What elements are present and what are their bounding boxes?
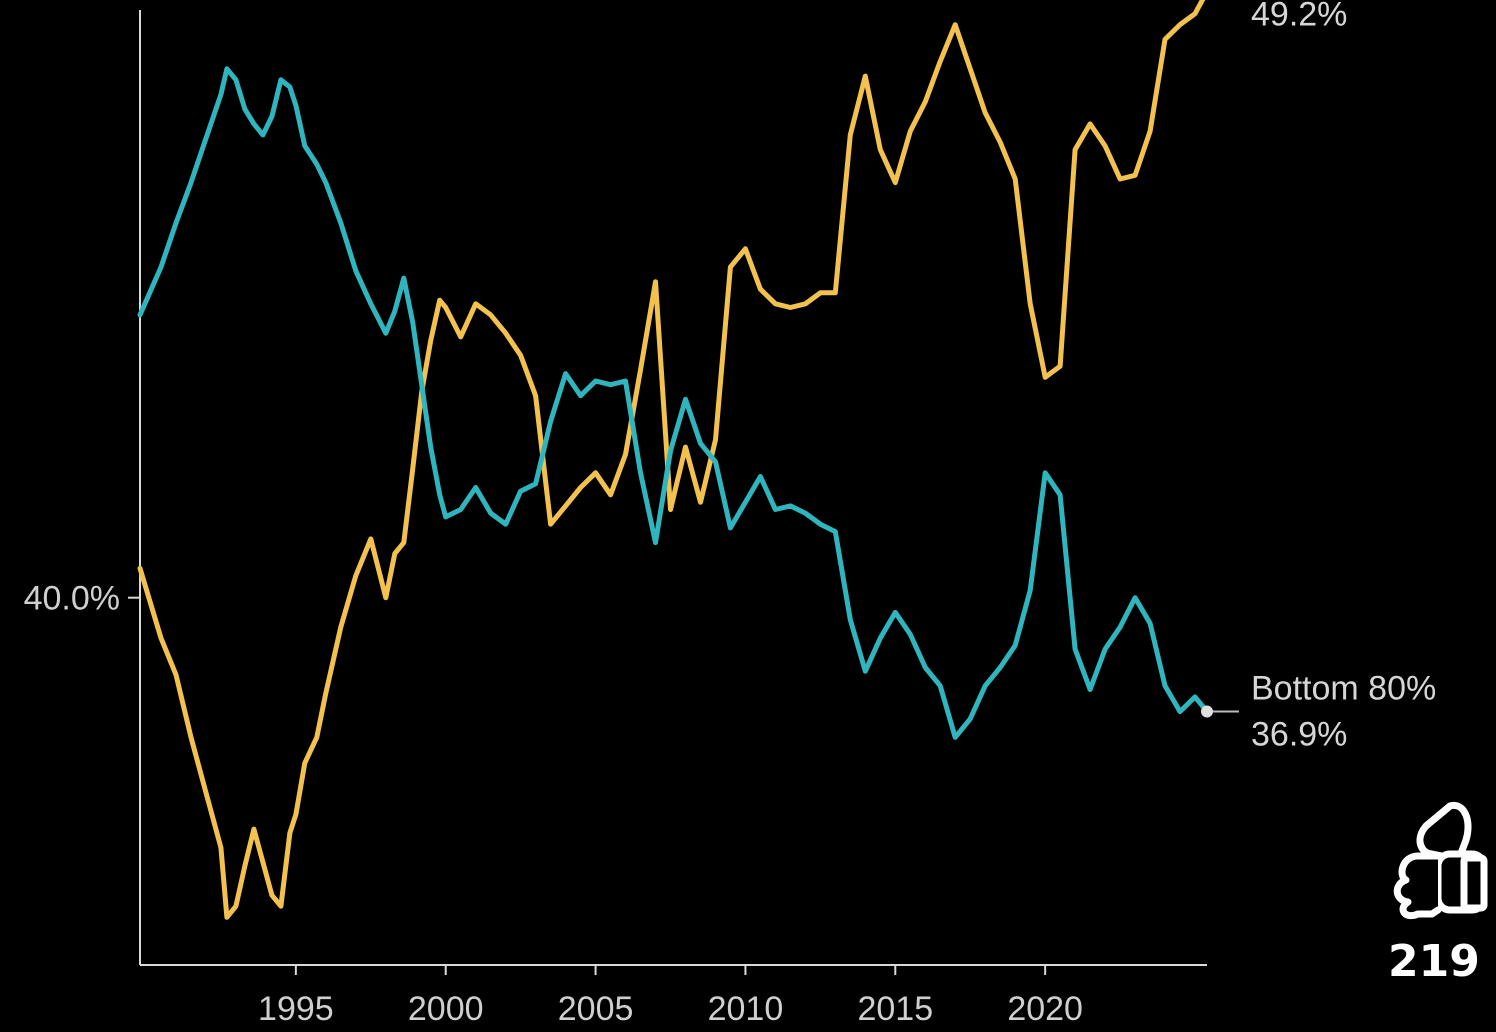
x-tick-label: 2020 bbox=[1007, 990, 1083, 1028]
x-tick-label: 2010 bbox=[708, 990, 784, 1028]
like-count: 219 bbox=[1388, 936, 1480, 987]
x-tick-label: 2005 bbox=[558, 990, 634, 1028]
x-tick-label: 2015 bbox=[857, 990, 933, 1028]
series-value-label-top-10: 49.2% bbox=[1251, 0, 1347, 34]
series-name-label-bottom-80: Bottom 80% bbox=[1251, 670, 1436, 708]
x-tick-label: 1995 bbox=[258, 990, 334, 1028]
series-line-bottom-80 bbox=[137, 66, 1210, 740]
end-point-bottom-80 bbox=[1201, 705, 1213, 718]
thumbs-up-icon[interactable] bbox=[1393, 802, 1488, 919]
end-labels: Top 10%49.2%Bottom 80%36.9% bbox=[1201, 0, 1436, 754]
series-value-label-bottom-80: 36.9% bbox=[1251, 716, 1347, 754]
axes: 1995 2000 2005 2010 2015 2020 40.0% bbox=[24, 10, 1207, 1028]
series-layer bbox=[137, 0, 1210, 920]
y-tick-label: 40.0% bbox=[24, 580, 120, 618]
x-tick-label: 2000 bbox=[408, 990, 484, 1028]
series-line-top-10 bbox=[137, 0, 1206, 920]
